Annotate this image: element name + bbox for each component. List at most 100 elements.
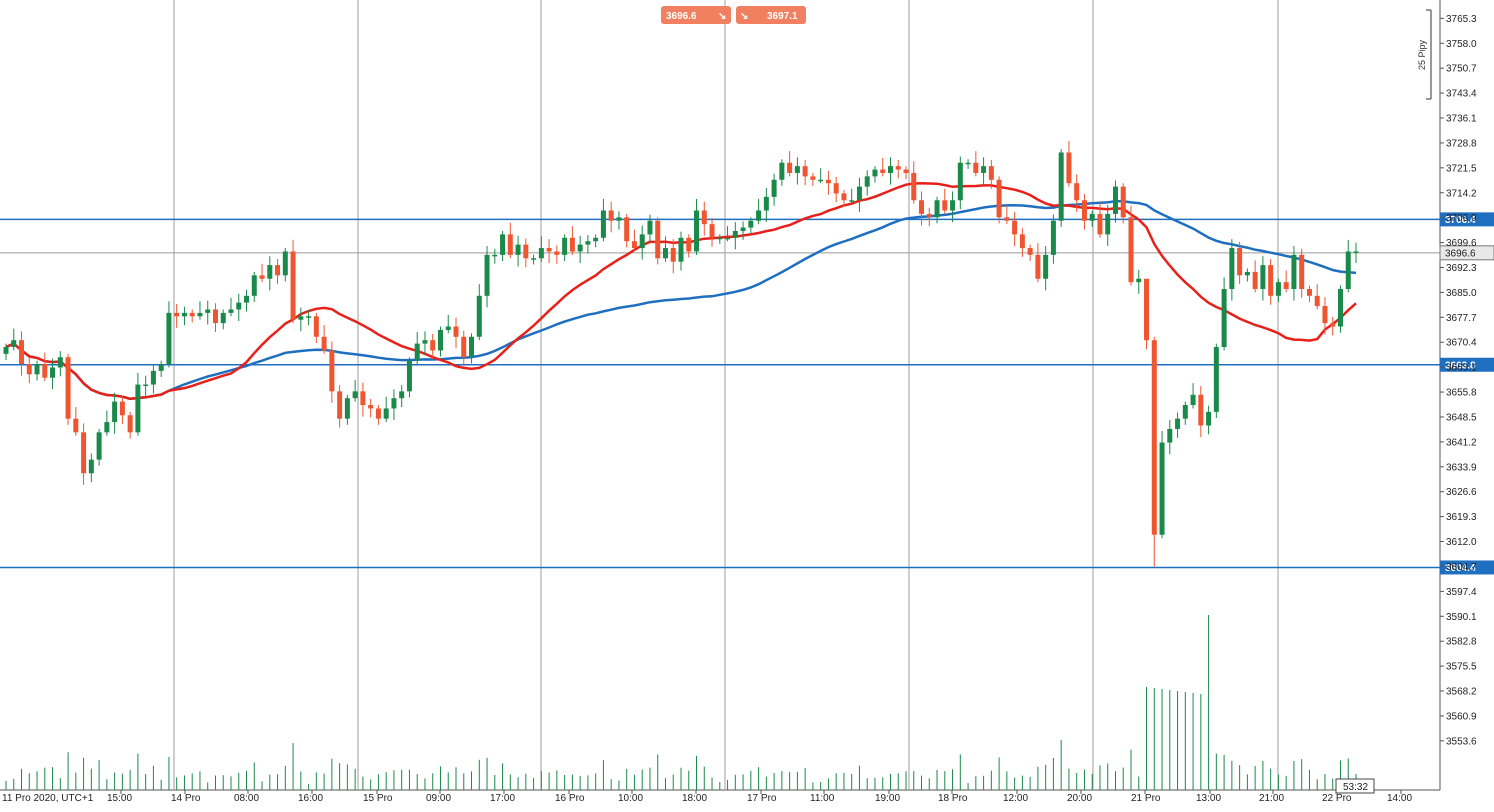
price-tick-label: 3677.7: [1446, 313, 1477, 324]
candle-body: [375, 408, 381, 419]
price-tick-label: 3582.8: [1446, 637, 1477, 648]
candle-body: [127, 415, 133, 433]
candle-body: [1353, 251, 1359, 253]
candle-body: [647, 220, 653, 235]
candle-body: [670, 248, 676, 262]
candle-body: [337, 391, 343, 419]
candle-body: [1120, 186, 1126, 218]
candle-body: [919, 200, 925, 214]
candle-body: [911, 172, 917, 201]
candle-body: [988, 166, 994, 180]
candle-body: [856, 186, 862, 201]
candle-body: [96, 432, 102, 460]
candle-body: [639, 234, 645, 249]
candle-body: [880, 169, 886, 173]
candle-body: [1275, 282, 1281, 296]
price-tick-label: 3590.1: [1446, 612, 1477, 623]
candle-body: [1198, 394, 1204, 426]
time-tick-label: 14 Pro: [171, 793, 201, 804]
candle-body: [1089, 213, 1095, 221]
candle-body: [1058, 152, 1064, 221]
candle-body: [306, 316, 312, 318]
price-axis: 3765.3 3758.0 3750.7 3743.4 3736.1 3728.8 3721…: [1440, 14, 1477, 747]
candle-body: [1337, 288, 1343, 327]
price-tick-label: 3648.5: [1446, 412, 1477, 423]
candle-body: [864, 176, 870, 187]
candle-body: [538, 248, 544, 259]
candle-body: [1144, 278, 1150, 341]
candle-body: [500, 234, 506, 255]
candle-body: [1050, 220, 1056, 255]
candle-body: [399, 391, 405, 399]
candle-body: [950, 200, 956, 211]
candle-body: [119, 401, 125, 416]
candle-body: [1019, 234, 1025, 249]
time-tick-label: 14:00: [1387, 793, 1412, 804]
pip-scale-indicator: 25 Pipy: [1417, 9, 1432, 100]
candle-body: [1190, 394, 1196, 406]
time-tick-label: 21:00: [1259, 793, 1284, 804]
candle-body: [787, 162, 793, 173]
candle-body: [1081, 200, 1087, 221]
candle-body: [290, 251, 296, 320]
buy-quote-box[interactable]: [736, 6, 806, 24]
candle-body: [383, 408, 389, 419]
candle-body: [1128, 217, 1134, 283]
candle-body: [484, 254, 490, 296]
candle-body: [1221, 288, 1227, 348]
current-price-label: 3696.6: [1445, 248, 1476, 259]
candle-body: [1345, 251, 1351, 289]
candle-body: [996, 179, 1002, 218]
candle-body: [887, 166, 893, 173]
candle-body: [585, 241, 591, 245]
candle-body: [1229, 248, 1235, 289]
candle-body: [554, 251, 560, 255]
price-tick-label: 3714.2: [1446, 188, 1477, 199]
time-tick-label: 19:00: [875, 793, 900, 804]
candle-body: [531, 258, 537, 260]
candle-body: [608, 210, 614, 221]
time-tick-label: 15 Pro: [363, 793, 393, 804]
candle-body: [406, 360, 412, 392]
candle-body: [756, 210, 762, 221]
candle-body: [1151, 340, 1157, 535]
buy-quote[interactable]: ↘ 3697.1: [736, 6, 806, 24]
time-axis: 11 Pro 2020, UTC+1 15:00 14 Pro 08:00 16:00 1…: [2, 790, 1412, 804]
sell-quote-box[interactable]: [661, 6, 731, 24]
sell-quote[interactable]: 3696.6 ↘: [661, 6, 731, 24]
candle-body: [779, 162, 785, 180]
arrow-down-right-icon: ↘: [740, 11, 748, 22]
candle-body: [973, 162, 979, 173]
sell-quote-value: 3696.6: [666, 11, 697, 22]
price-tick-label: 3758.0: [1446, 39, 1477, 50]
candle-body: [469, 336, 475, 358]
time-tick-label: 12:00: [1003, 793, 1028, 804]
price-tick-label: 3612.0: [1446, 537, 1477, 548]
candle-body: [150, 370, 156, 385]
price-tick-label: 3743.4: [1446, 89, 1477, 100]
candle-body: [1182, 405, 1188, 419]
candle-body: [1299, 254, 1305, 289]
price-tick-label: 3765.3: [1446, 14, 1477, 25]
candle-body: [26, 364, 32, 375]
price-tick-label: 3685.0: [1446, 288, 1477, 299]
horizontal-levels[interactable]: 3706.4 3663.8 3604.4 3696.6: [0, 212, 1494, 575]
candle-timer: 53:32: [1335, 778, 1375, 794]
candle-body: [344, 398, 350, 419]
candle-body: [740, 227, 746, 231]
candle-body: [453, 326, 459, 337]
price-tick-label: 3604.7: [1446, 562, 1477, 573]
candle-body: [849, 200, 855, 202]
time-tick-label: 08:00: [234, 793, 259, 804]
price-tick-label: 3736.1: [1446, 114, 1477, 125]
candle-body: [965, 162, 971, 165]
candle-body: [360, 391, 366, 406]
candle-body: [143, 384, 149, 387]
candle-body: [228, 309, 234, 313]
price-tick-label: 3699.6: [1446, 238, 1477, 249]
price-tick-label: 3728.8: [1446, 138, 1477, 149]
price-tick-label: 3750.7: [1446, 64, 1477, 75]
price-level-badge: [1440, 212, 1494, 227]
